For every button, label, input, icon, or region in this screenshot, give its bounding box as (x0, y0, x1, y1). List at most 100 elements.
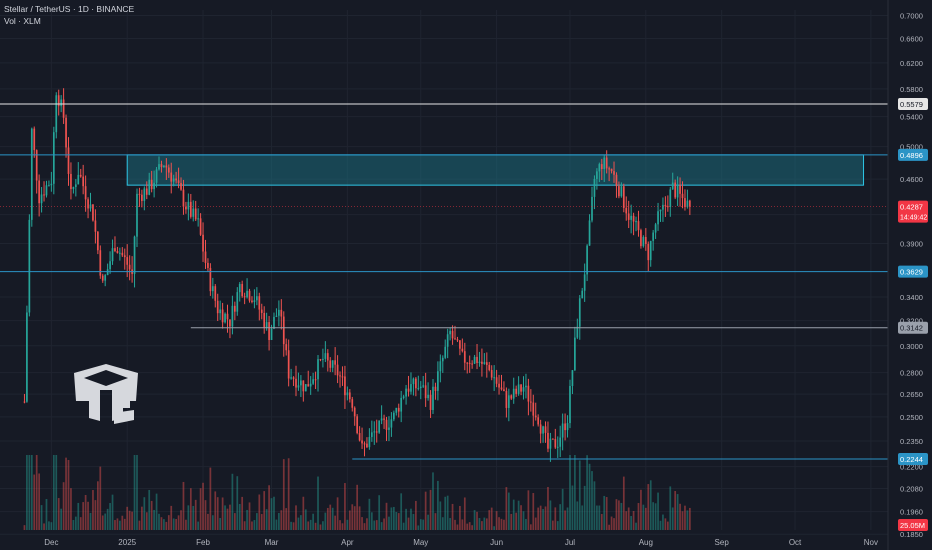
candle-body (461, 348, 464, 352)
candle-body (148, 179, 151, 195)
volume-bar (534, 517, 537, 530)
volume-bar (603, 495, 606, 530)
volume-bar (527, 490, 530, 530)
candle-body (368, 436, 371, 448)
candle-body (432, 386, 434, 410)
price-axis[interactable]: 0.7000 0.6600 0.6200 0.5800 0.5400 0.5000 0.46… (887, 0, 923, 550)
candle-body (302, 380, 305, 392)
candle-body (256, 296, 258, 301)
candle-body (175, 178, 177, 181)
candle-body (209, 267, 212, 292)
candle-body (512, 388, 515, 399)
candle-body (542, 426, 544, 434)
volume-bar (478, 518, 481, 530)
volume-bar (175, 518, 177, 530)
candle-body (295, 378, 297, 388)
candle-body (539, 424, 542, 434)
volume-bar (561, 488, 564, 530)
candle-body (121, 252, 124, 256)
candle-body (48, 185, 50, 187)
candle-body (618, 186, 620, 197)
volume-bar (99, 466, 102, 530)
candle-body (187, 201, 190, 210)
volume-bar (282, 459, 285, 530)
candle-body (145, 188, 148, 195)
volume-bar (65, 457, 67, 530)
candle-body (182, 189, 185, 207)
volume-bar (664, 518, 667, 530)
volume-bar (586, 455, 588, 530)
candle-body (177, 180, 180, 183)
volume-bar (544, 506, 547, 530)
volume-bar (290, 521, 292, 530)
volume-bar (608, 524, 610, 530)
time-tick-label: Sep (715, 538, 730, 547)
volume-bar (233, 513, 236, 530)
volume-bar (106, 508, 109, 530)
candle-body (679, 185, 681, 194)
volume-bar (202, 482, 204, 530)
candle-body (106, 269, 109, 276)
volume-bar (366, 518, 368, 530)
volume-bar (446, 495, 449, 530)
volume-bar (466, 523, 469, 530)
candle-body (588, 220, 591, 246)
candle-body (688, 200, 691, 207)
volume-bar (48, 521, 50, 530)
price-tick-label: 0.3200 (900, 317, 923, 326)
volume-bar (490, 507, 493, 530)
price-tick-label: 0.3000 (900, 342, 923, 351)
volume-bar (644, 507, 647, 530)
volume-bar (150, 500, 153, 530)
candle-body (620, 186, 623, 197)
candle-body (375, 431, 378, 433)
volume-bar (329, 504, 332, 530)
volume-bar (138, 520, 141, 530)
volume-bar (400, 493, 403, 530)
candle-body (437, 371, 439, 391)
price-tick-label: 0.5400 (900, 113, 923, 122)
volume-bar (246, 509, 248, 530)
candle-body (153, 182, 155, 190)
volume-bar (346, 519, 349, 530)
volume-bar (439, 501, 442, 530)
candle-body (226, 313, 229, 320)
volume-bar (415, 500, 417, 530)
volume-bar (647, 484, 650, 530)
candle-body (204, 251, 207, 263)
volume-bar (82, 502, 85, 530)
price-tick-label: 0.5000 (900, 143, 923, 152)
volume-bar (158, 513, 160, 530)
candle-body (192, 208, 195, 217)
zone-rect (126, 154, 865, 186)
candle-body (348, 392, 351, 400)
volume-bar (348, 510, 351, 530)
volume-bar (121, 515, 124, 530)
volume-bar (383, 518, 385, 530)
volume-bar (163, 519, 165, 530)
candle-body (163, 165, 165, 168)
candle-body (290, 377, 292, 379)
volume-bar (476, 511, 478, 530)
volume-bar (116, 518, 119, 530)
volume-bar (688, 507, 691, 530)
volume-bar (666, 521, 669, 530)
candle-body (133, 236, 136, 274)
candle-body (199, 218, 202, 235)
candle-body (591, 196, 593, 221)
price-tick-label: 0.3900 (900, 240, 923, 249)
candle-body (304, 384, 307, 392)
volume-bar (38, 473, 40, 530)
candle-body (463, 351, 466, 363)
candle-body (549, 438, 552, 449)
price-tick-label: 0.2350 (900, 437, 923, 446)
volume-bar (461, 519, 464, 530)
candle-body (642, 237, 645, 247)
level-tag-resistance-high: 0.5579 (900, 100, 923, 109)
time-axis[interactable]: Dec 2025 Feb Mar Apr May Jun Jul Aug Sep Oct Nov (44, 538, 878, 547)
volume-bar (605, 497, 608, 530)
volume-bar (576, 501, 579, 530)
volume-bar (417, 525, 420, 530)
volume-bar (35, 455, 38, 530)
